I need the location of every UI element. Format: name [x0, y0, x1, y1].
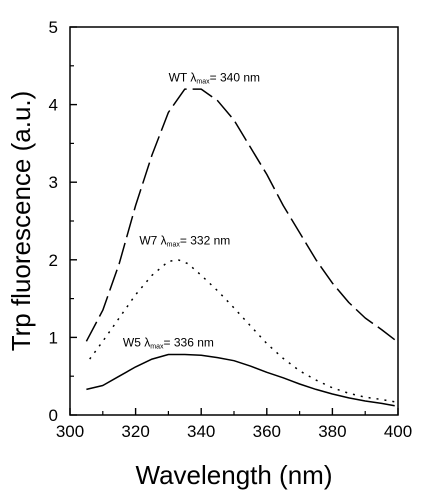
y-tick-label: 4	[49, 96, 58, 115]
x-tick-label: 380	[318, 422, 346, 441]
series-line-solid	[86, 353, 395, 407]
x-tick-label: 400	[384, 422, 412, 441]
annotation-layer: WT λmax= 340 nm W7 λmax= 332 nm W5 λmax= 3…	[123, 70, 260, 350]
y-tick-label: 5	[49, 18, 58, 37]
x-axis-title: Wavelength (nm)	[136, 460, 333, 490]
lambda-max-annotation: W7 λmax= 332 nm	[139, 233, 230, 248]
y-tick-label: 1	[49, 328, 58, 347]
series-line-long-dash	[85, 88, 396, 342]
y-tick-label: 3	[49, 173, 58, 192]
y-axis-title: Trp fluorescence (a.u.)	[6, 91, 36, 352]
x-tick-label: 340	[187, 422, 215, 441]
x-tick-label: 300	[56, 422, 84, 441]
y-tick-label: 2	[49, 251, 58, 270]
y-tick-label: 0	[49, 406, 58, 425]
x-tick-label: 320	[121, 422, 149, 441]
x-tick-label: 360	[253, 422, 281, 441]
series-line-dotted	[89, 259, 395, 403]
series-layer	[85, 88, 396, 407]
plot-frame	[69, 26, 399, 416]
tick-layer: 300 320 340 360 380 400 0 1 2 3 4 5	[49, 18, 413, 441]
lambda-max-annotation: WT λmax= 340 nm	[169, 70, 260, 85]
lambda-max-annotation: W5 λmax= 336 nm	[123, 336, 214, 351]
